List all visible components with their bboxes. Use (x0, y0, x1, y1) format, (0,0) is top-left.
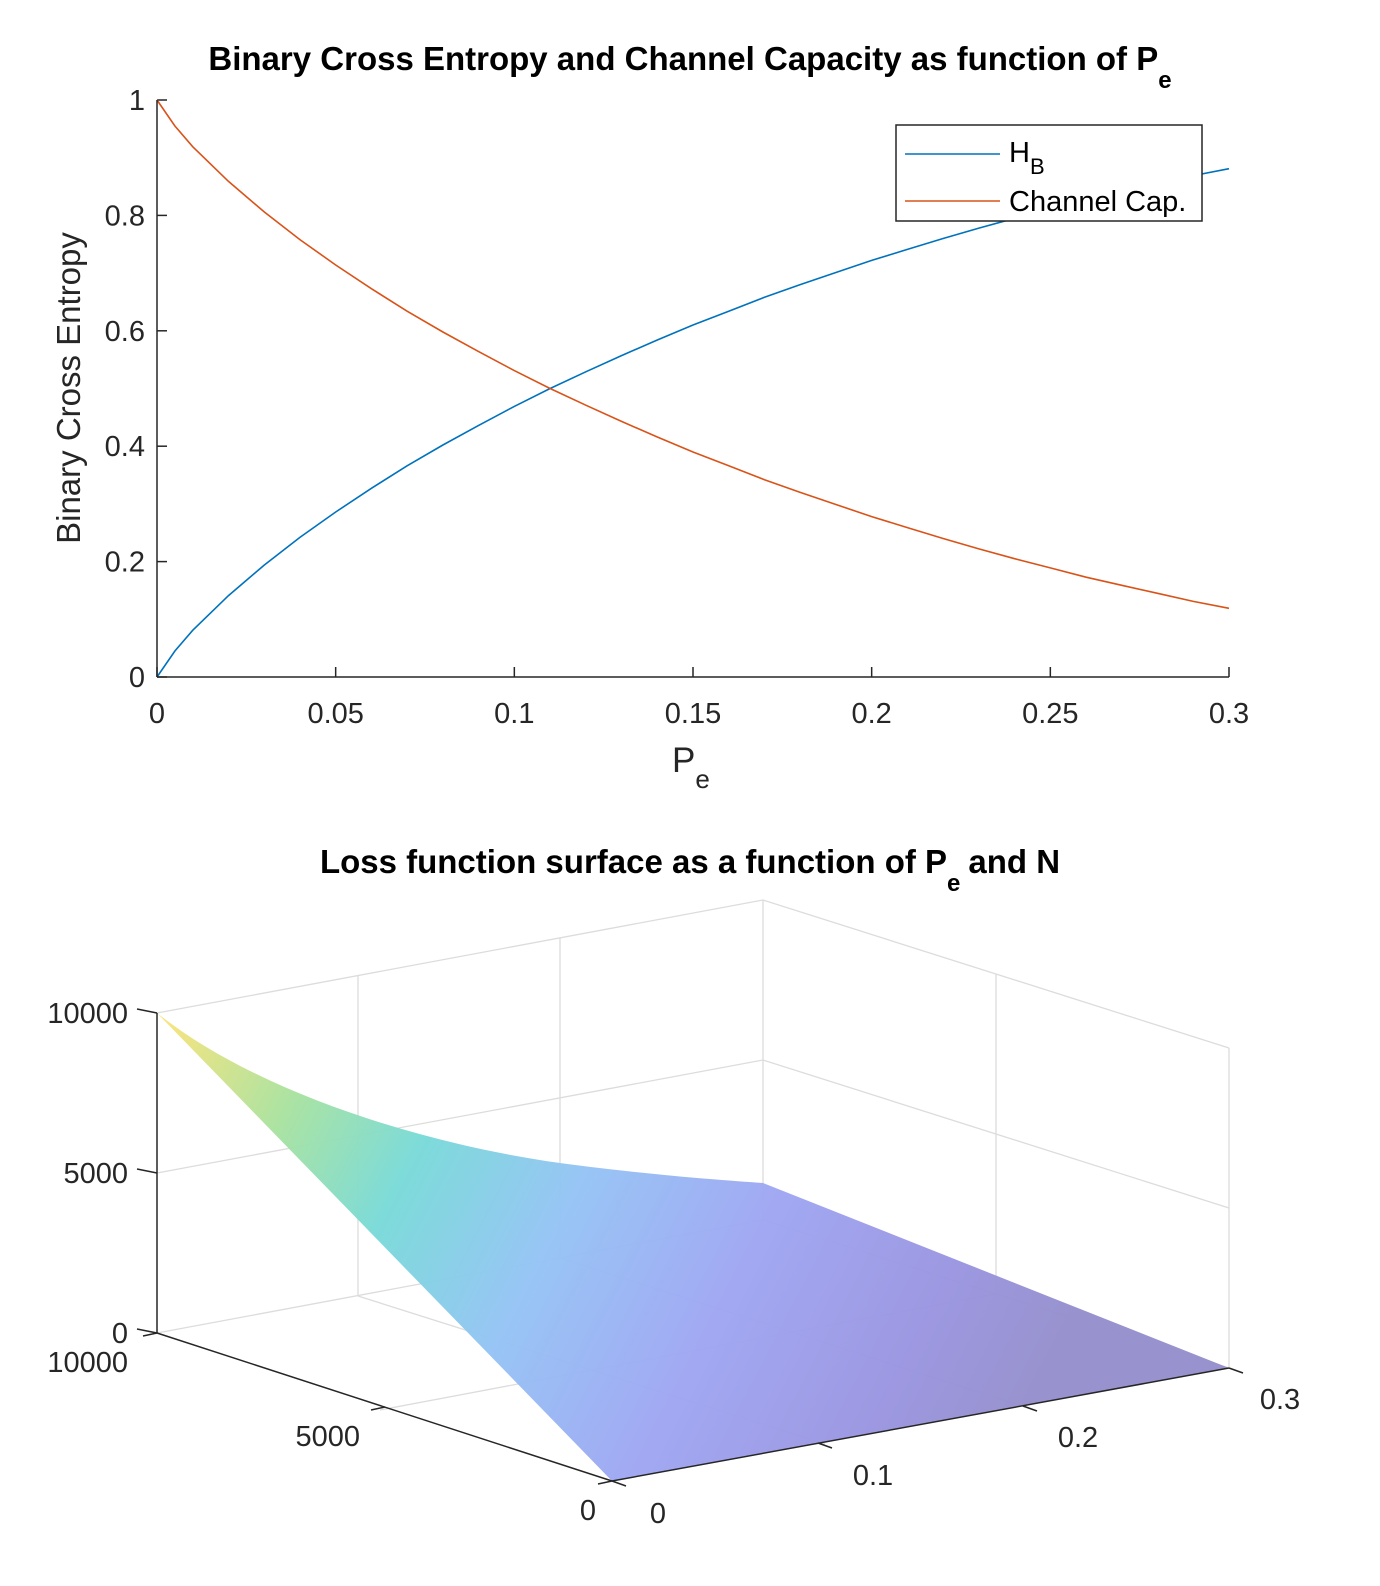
z-tick-mark (136, 1008, 158, 1014)
y-tick-label: 0.2 (105, 547, 145, 579)
chart-title-1-main: Binary Cross Entropy and Channel Capacit… (208, 40, 1158, 77)
loss-surface (157, 1013, 1229, 1481)
chart-title-2-main: Loss function surface as a function of P (320, 843, 947, 880)
y-tick-label: 0.8 (105, 200, 145, 232)
legend: HB Channel Cap. (895, 124, 1203, 222)
y-axis-label: Binary Cross Entropy (50, 232, 87, 544)
x-axis-label-sub: e (695, 764, 709, 794)
legend-label-hb-sub: B (1030, 154, 1045, 179)
z-tick-label: 10000 (47, 998, 128, 1030)
pe-tick-label: 0.3 (1260, 1384, 1300, 1416)
legend-label-hb-main: H (1009, 137, 1030, 169)
x-tick-label: 0.2 (852, 698, 892, 730)
pe-axis-line (611, 1367, 1230, 1482)
y-axis: 0 0.2 0.4 0.6 0.8 1 (105, 85, 167, 694)
chart-title-2-suffix: and N (968, 843, 1060, 880)
line-chart: Binary Cross Entropy and Channel Capacit… (50, 40, 1249, 794)
n-tick-mark (142, 1332, 158, 1337)
x-tick-label: 0.05 (307, 698, 363, 730)
channel-capacity-line (156, 99, 1230, 610)
x-tick-label: 0.3 (1209, 698, 1249, 730)
legend-label-channel: Channel Cap. (1009, 186, 1186, 218)
x-axis-label-main: P (672, 741, 695, 780)
n-tick-label: 5000 (295, 1421, 360, 1453)
x-tick-label: 0 (149, 698, 165, 730)
surface-chart: Loss function surface as a function of P… (47, 843, 1300, 1530)
pe-tick-label: 0 (650, 1498, 666, 1530)
chart-title-2: Loss function surface as a function of P… (320, 843, 1060, 897)
x-axis: 0 0.05 0.1 0.15 0.2 0.25 0.3 (149, 667, 1249, 730)
n-tick-mark (370, 1406, 386, 1411)
hb-line (156, 167, 1230, 678)
z-tick-mark (136, 1328, 158, 1334)
pe-tick-mark (611, 1480, 627, 1487)
y-tick-label: 0.4 (105, 431, 145, 463)
n-tick-label: 0 (580, 1495, 596, 1527)
legend-box (895, 124, 1203, 222)
pe-tick-mark (1228, 1367, 1244, 1374)
n-tick-label: 10000 (47, 1347, 128, 1379)
pe-tick-mark (817, 1442, 833, 1449)
y-tick-label: 0 (129, 662, 145, 694)
pe-tick-mark (1022, 1405, 1038, 1412)
z-tick-mark (136, 1168, 158, 1174)
y-tick-label: 0.6 (105, 316, 145, 348)
x-tick-label: 0.1 (494, 698, 534, 730)
x-tick-label: 0.15 (665, 698, 721, 730)
chart-title-1: Binary Cross Entropy and Channel Capacit… (208, 40, 1171, 94)
n-tick-mark (597, 1480, 613, 1485)
chart-title-2-sub: e (947, 870, 960, 897)
z-tick-label: 0 (112, 1318, 128, 1350)
x-axis-label: Pe (672, 741, 710, 794)
chart-title-1-sub: e (1158, 67, 1171, 94)
y-tick-label: 1 (129, 85, 145, 117)
pe-tick-label: 0.1 (853, 1460, 893, 1492)
pe-tick-label: 0.2 (1058, 1422, 1098, 1454)
legend-label-hb: HB (1009, 137, 1045, 179)
x-tick-label: 0.25 (1022, 698, 1078, 730)
z-tick-label: 5000 (63, 1158, 128, 1190)
